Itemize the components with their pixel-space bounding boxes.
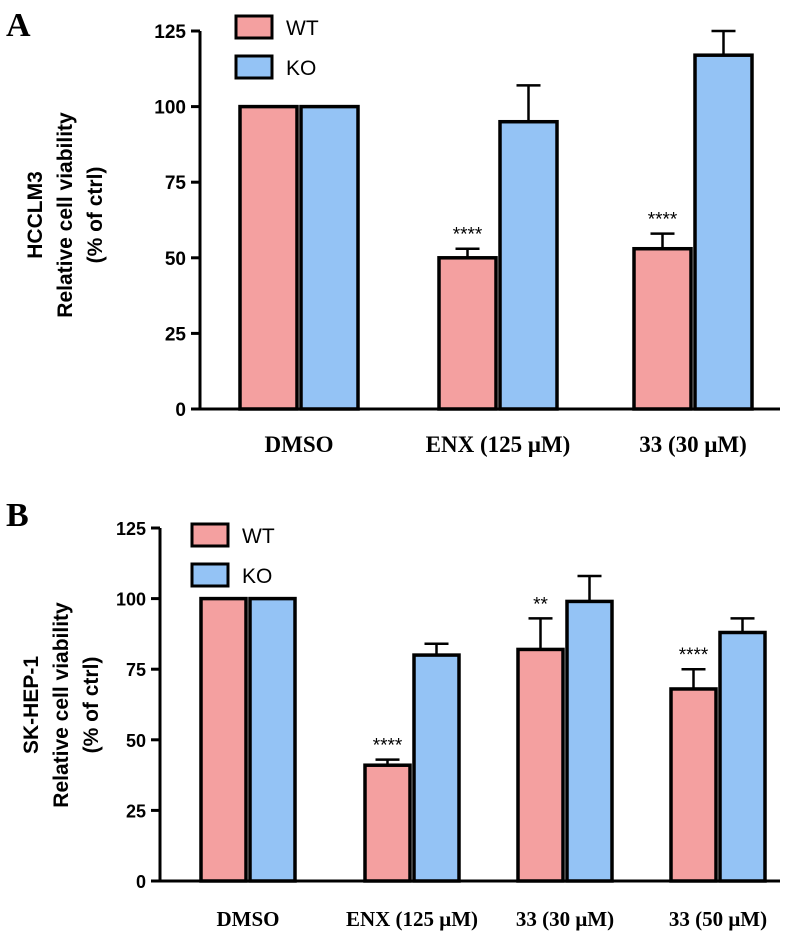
significance-label: ****: [453, 225, 483, 246]
bar-wt: [632, 246, 693, 411]
x-category-label: 33 (30 μM): [639, 432, 747, 457]
y-tick-label: 50: [126, 731, 146, 751]
panel-a: A HCCLM3 Relative cell viability (% of ctrl…: [6, 7, 780, 457]
bar-wt: [199, 596, 248, 883]
bar-wt: [238, 104, 299, 411]
y-tick-label: 75: [126, 660, 146, 680]
bar-wt: [363, 763, 412, 883]
legend-swatch-ko: [234, 54, 274, 80]
significance-label: ****: [373, 736, 403, 757]
legend-label: WT: [286, 17, 319, 40]
y-axis-label-line: Relative cell viability: [54, 112, 77, 318]
x-category-label: ENX (125 μM): [426, 432, 571, 457]
panel-letter: B: [6, 497, 29, 534]
y-axis-label-line: SK-HEP-1: [20, 656, 43, 754]
bar-ko: [565, 599, 614, 883]
significance-label: ****: [679, 645, 709, 666]
significance-label: ****: [648, 210, 678, 231]
y-axis-label-line: Relative cell viability: [50, 602, 73, 808]
legend-swatch-wt: [234, 14, 274, 40]
bar-ko: [412, 653, 461, 883]
x-category-label: 33 (30 μM): [516, 907, 614, 931]
legend-label: KO: [286, 57, 316, 80]
y-tick-label: 100: [116, 590, 146, 610]
y-tick-label: 100: [154, 98, 186, 119]
bar-ko: [718, 630, 767, 883]
y-tick-label: 50: [165, 249, 186, 270]
bar-ko: [299, 104, 360, 411]
y-tick-label: 0: [175, 400, 186, 421]
x-category-label: ENX (125 μM): [346, 907, 478, 931]
legend-swatch-wt: [190, 522, 230, 548]
y-tick-label: 0: [136, 872, 146, 892]
y-axis-label-line: (% of ctrl): [84, 167, 107, 264]
bar-wt: [437, 256, 498, 411]
panel-b: B SK-HEP-1 Relative cell viability (% of ct…: [6, 497, 780, 931]
x-category-label: DMSO: [265, 432, 334, 457]
y-tick-label: 75: [165, 173, 187, 194]
x-category-label: 33 (50 μM): [669, 907, 767, 931]
y-tick-label: 125: [154, 22, 186, 43]
bar-wt: [516, 647, 565, 883]
bar-ko: [693, 53, 754, 411]
significance-label: **: [533, 594, 548, 615]
x-category-label: DMSO: [217, 907, 280, 931]
y-axis-label-line: (% of ctrl): [80, 657, 103, 754]
y-tick-label: 25: [165, 324, 187, 345]
y-axis-label-line: HCCLM3: [24, 171, 47, 259]
bar-ko: [498, 119, 559, 411]
y-tick-label: 25: [126, 801, 146, 821]
panel-letter: A: [6, 7, 31, 44]
y-tick-label: 125: [116, 519, 146, 539]
bar-ko: [248, 596, 297, 883]
bar-wt: [669, 687, 718, 883]
legend-swatch-ko: [190, 562, 230, 588]
legend-label: WT: [242, 525, 275, 548]
legend-label: KO: [242, 565, 272, 588]
